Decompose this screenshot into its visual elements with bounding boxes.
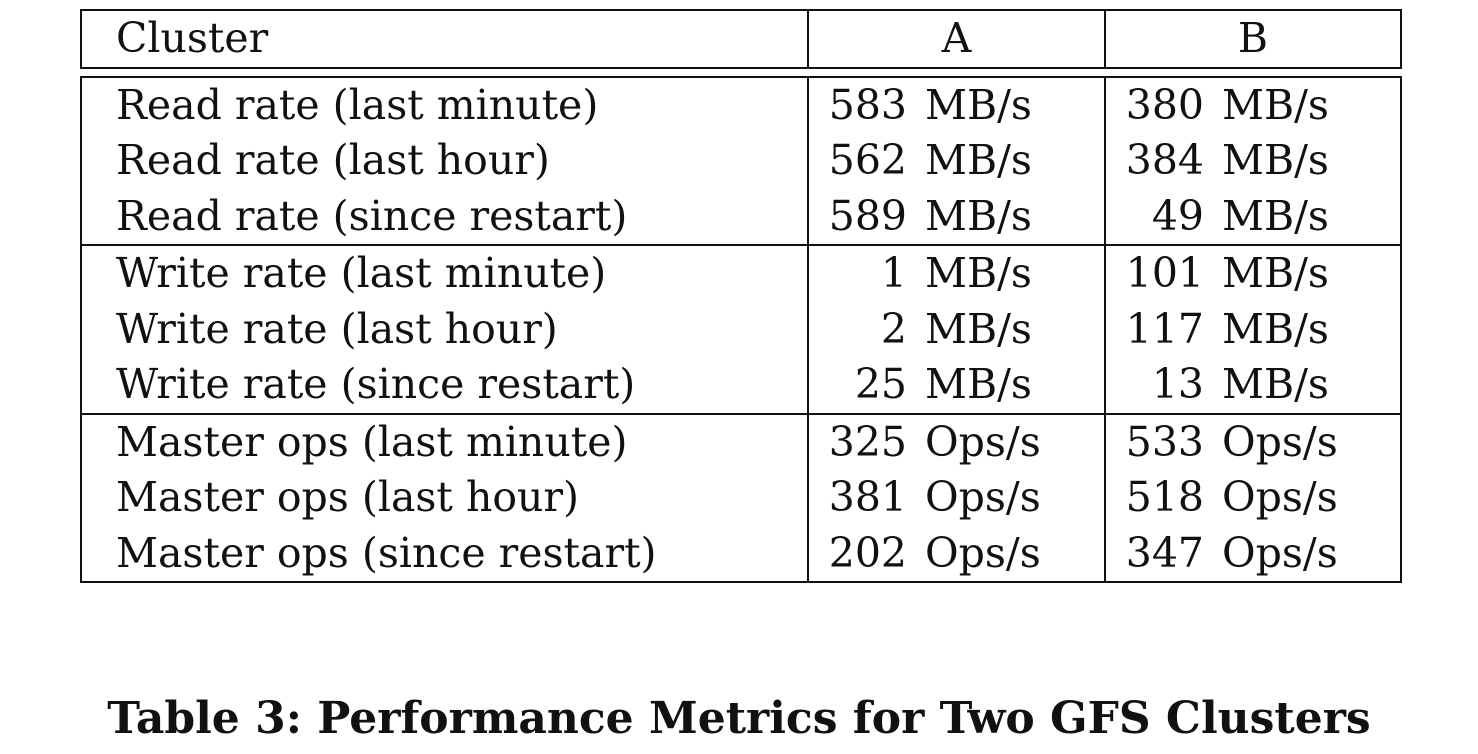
cluster-a-unit: MB/s <box>925 304 1032 353</box>
table-row: Write rate (last hour) 2 MB/s 117 MB/s <box>80 301 1402 357</box>
cluster-b-unit: MB/s <box>1222 249 1329 298</box>
table-row: Write rate (since restart) 25 MB/s 13 MB/s <box>80 357 1402 413</box>
header-a: A <box>807 11 1104 67</box>
cluster-b-value: 117 <box>1125 304 1204 353</box>
header-cluster: Cluster <box>80 11 807 67</box>
header-gap <box>80 69 1402 76</box>
cluster-a-unit: MB/s <box>925 80 1032 129</box>
cluster-b-unit: Ops/s <box>1222 528 1338 577</box>
metric-label: Read rate (last hour) <box>80 133 807 189</box>
table-row: Read rate (last minute) 583 MB/s 380 MB/s <box>80 77 1402 133</box>
cluster-a-value: 589 <box>828 191 907 240</box>
cluster-b-unit: MB/s <box>1222 136 1329 185</box>
cluster-b-unit: MB/s <box>1222 191 1329 240</box>
table-top-rule <box>80 9 1402 11</box>
header-rule-double <box>80 75 1402 78</box>
table-caption: Table 3: Performance Metrics for Two GFS… <box>107 693 1371 744</box>
cluster-b-value: 347 <box>1125 528 1204 577</box>
table-row: Master ops (last minute) 325 Ops/s 533 Ops… <box>80 414 1402 470</box>
cluster-b-value: 380 <box>1125 80 1204 129</box>
cluster-a-unit: Ops/s <box>925 417 1041 466</box>
group-read-rate: Read rate (last minute) 583 MB/s 380 MB/s … <box>80 77 1402 244</box>
cluster-a-value: 325 <box>828 417 907 466</box>
cluster-b-unit: MB/s <box>1222 360 1329 409</box>
cluster-a-unit: MB/s <box>925 191 1032 240</box>
table-row: Read rate (since restart) 589 MB/s 49 MB/s <box>80 188 1402 244</box>
table-row: Read rate (last hour) 562 MB/s 384 MB/s <box>80 133 1402 189</box>
metrics-table: Cluster A B Read rate (last minute) 583 M… <box>80 9 1402 583</box>
group-master-ops: Master ops (last minute) 325 Ops/s 533 Ops… <box>80 414 1402 581</box>
cluster-a-unit: MB/s <box>925 360 1032 409</box>
cluster-a-value: 583 <box>828 80 907 129</box>
cluster-b-value: 49 <box>1151 191 1204 240</box>
cluster-a-value: 381 <box>828 473 907 522</box>
metric-label: Write rate (last hour) <box>80 301 807 357</box>
metric-label: Write rate (last minute) <box>80 246 807 302</box>
cluster-a-value: 562 <box>828 136 907 185</box>
cluster-b-value: 101 <box>1125 249 1204 298</box>
group-write-rate: Write rate (last minute) 1 MB/s 101 MB/s W… <box>80 246 1402 413</box>
cluster-b-unit: Ops/s <box>1222 473 1338 522</box>
cluster-a-unit: MB/s <box>925 136 1032 185</box>
cluster-b-value: 518 <box>1125 473 1204 522</box>
cluster-a-unit: MB/s <box>925 249 1032 298</box>
header-rule <box>80 66 1402 69</box>
cluster-a-value: 25 <box>854 360 907 409</box>
cluster-b-unit: MB/s <box>1222 304 1329 353</box>
metric-label: Master ops (since restart) <box>80 525 807 581</box>
metric-label: Write rate (since restart) <box>80 357 807 413</box>
table-row: Master ops (since restart) 202 Ops/s 347 O… <box>80 525 1402 581</box>
cluster-b-value: 533 <box>1125 417 1204 466</box>
cluster-a-unit: Ops/s <box>925 473 1041 522</box>
metric-label: Read rate (since restart) <box>80 188 807 244</box>
cluster-a-value: 1 <box>880 249 907 298</box>
table-row: Master ops (last hour) 381 Ops/s 518 Ops/s <box>80 470 1402 526</box>
metric-label: Master ops (last hour) <box>80 470 807 526</box>
cluster-b-value: 13 <box>1151 360 1204 409</box>
cluster-a-value: 202 <box>828 528 907 577</box>
table-row: Write rate (last minute) 1 MB/s 101 MB/s <box>80 246 1402 302</box>
metric-label: Read rate (last minute) <box>80 77 807 133</box>
cluster-b-unit: Ops/s <box>1222 417 1338 466</box>
group-rule <box>80 412 1402 415</box>
table-bottom-rule <box>80 581 1402 583</box>
cluster-a-unit: Ops/s <box>925 528 1041 577</box>
header-b: B <box>1104 11 1402 67</box>
group-rule <box>80 244 1402 246</box>
cluster-a-value: 2 <box>880 304 907 353</box>
table-header-row: Cluster A B <box>80 11 1402 67</box>
cluster-b-value: 384 <box>1125 136 1204 185</box>
metric-label: Master ops (last minute) <box>80 414 807 470</box>
cluster-b-unit: MB/s <box>1222 80 1329 129</box>
